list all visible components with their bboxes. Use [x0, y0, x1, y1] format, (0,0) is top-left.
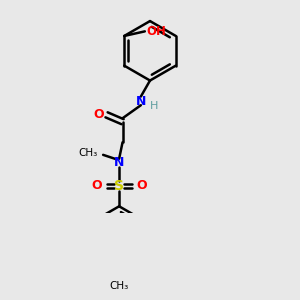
Text: CH₃: CH₃	[110, 280, 129, 291]
Text: O: O	[136, 179, 147, 192]
Text: S: S	[114, 179, 124, 193]
Text: O: O	[92, 179, 102, 192]
Text: N: N	[114, 156, 124, 169]
Text: O: O	[93, 108, 104, 121]
Text: H: H	[150, 101, 158, 111]
Text: OH: OH	[146, 25, 166, 38]
Text: N: N	[136, 94, 146, 108]
Text: CH₃: CH₃	[78, 148, 98, 158]
